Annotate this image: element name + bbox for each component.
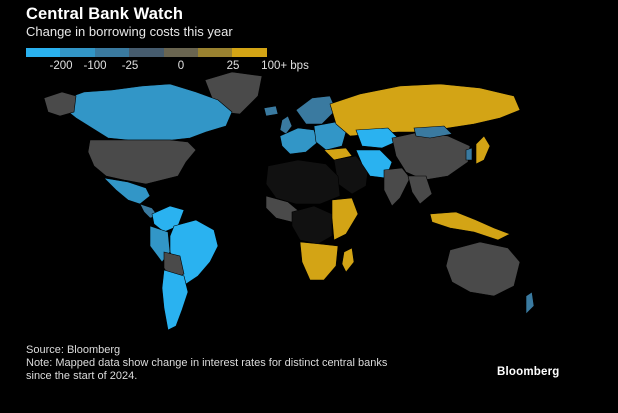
chart-footer: Source: Bloomberg Note: Mapped data show…: [26, 344, 387, 383]
region-japan: [475, 135, 491, 165]
methodology-note-line-1: Note: Mapped data show change in interes…: [26, 357, 388, 369]
region-korea: [465, 147, 473, 161]
region-southern-africa: [299, 241, 339, 281]
region-southeast-asia: [407, 175, 433, 205]
region-north-africa: [265, 159, 341, 205]
region-new-zealand: [525, 291, 535, 315]
legend-swatch-4: [129, 48, 164, 57]
legend-labels: -200 -100 -25 0 25 100+ bps: [0, 60, 618, 76]
legend-swatch-6: [197, 48, 233, 57]
region-madagascar: [341, 247, 355, 273]
region-east-africa: [331, 197, 359, 241]
world-map: [43, 71, 535, 331]
chart-title: Central Bank Watch: [26, 5, 184, 23]
region-indonesia: [429, 211, 511, 241]
region-mexico: [103, 177, 151, 205]
legend-label-minus-25: -25: [121, 60, 139, 72]
region-argentina: [161, 269, 189, 331]
region-usa: [87, 139, 197, 185]
color-legend: [26, 48, 267, 57]
region-australia: [445, 241, 521, 297]
region-mongolia: [413, 125, 453, 139]
region-europe-west: [279, 127, 319, 155]
region-central-asia: [355, 127, 401, 149]
legend-swatch-5: [163, 48, 198, 57]
region-canada: [61, 83, 233, 141]
legend-swatch-2: [60, 48, 95, 57]
legend-label-25: 25: [226, 60, 240, 72]
legend-label-100-plus: 100+ bps: [261, 60, 309, 72]
region-iceland: [263, 105, 279, 117]
chart-subtitle: Change in borrowing costs this year: [26, 24, 233, 39]
region-uk: [279, 115, 293, 135]
legend-label-zero: 0: [177, 60, 185, 72]
region-central-africa: [291, 205, 333, 245]
legend-swatch-7: [232, 48, 267, 57]
region-scandinavia: [295, 95, 337, 125]
region-alaska: [43, 91, 77, 117]
region-turkey: [323, 147, 353, 161]
bloomberg-logo: Bloomberg: [497, 366, 560, 378]
legend-label-minus-100: -100: [83, 60, 107, 72]
legend-label-minus-200: -200: [49, 60, 73, 72]
legend-swatch-3: [94, 48, 130, 57]
methodology-note-line-2: since the start of 2024.: [26, 370, 138, 382]
region-india: [383, 167, 411, 207]
source-note: Source: Bloomberg: [26, 344, 121, 356]
legend-swatch-1: [26, 48, 61, 57]
